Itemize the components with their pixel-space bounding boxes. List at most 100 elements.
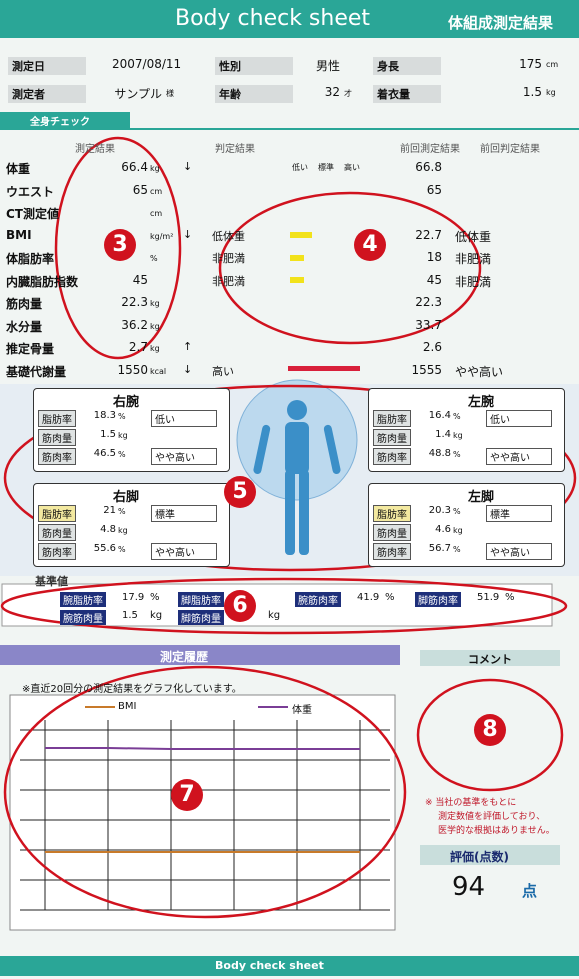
scale-label: 高い (344, 163, 360, 172)
row-value: 45 (132, 272, 148, 287)
reference-unit: kg (150, 610, 163, 621)
row-label: ウエスト (6, 184, 55, 199)
history-line (45, 747, 360, 750)
score-title: 評価(点数) (450, 850, 509, 864)
row-prev: 66.8 (415, 160, 442, 174)
reference-unit: kg (268, 610, 281, 621)
row-prev: 22.3 (415, 295, 442, 309)
row-judge: 高い (212, 364, 234, 378)
row-label: 基礎代謝量 (6, 364, 67, 379)
part-item-judge: やや高い (486, 448, 552, 465)
part-item-unit: % (118, 545, 126, 554)
annotation-badge: 4 (354, 229, 386, 261)
reference-label: 脚脂肪率 (178, 592, 224, 607)
column-header: 前回測定結果 (400, 144, 460, 155)
row-value: 36.2 (121, 317, 148, 332)
row-label: 筋肉量 (6, 297, 43, 311)
reference-unit: % (505, 592, 515, 603)
scale-label: 低い (292, 163, 308, 172)
part-item-value: 56.7 (428, 543, 451, 554)
part-item-value: 46.5 (93, 448, 116, 459)
history-note: ※直近20回分の測定結果をグラフ化しています。 (22, 684, 242, 695)
reference-value: 41.9 (357, 592, 380, 603)
info-value: 1.5 (522, 85, 542, 99)
row-label: 水分量 (6, 319, 43, 334)
part-item-label: 筋肉率 (373, 448, 411, 465)
annotation-badge: 7 (171, 779, 203, 811)
part-item-judge: 低い (486, 410, 552, 427)
info-unit: 様 (166, 89, 174, 98)
part-name: 右脚 (113, 490, 140, 505)
reference-label: 脚筋肉率 (415, 592, 461, 607)
part-item-value: 20.3 (428, 505, 451, 516)
part-item-value: 16.4 (428, 410, 451, 421)
history-title: 測定履歴 (160, 650, 209, 664)
part-item-value: 4.6 (435, 524, 451, 535)
reference-value: 17.9 (122, 592, 145, 603)
column-header: 判定結果 (215, 144, 255, 155)
reference-unit: % (150, 592, 160, 603)
info-label: 着衣量 (373, 85, 441, 103)
footer-bar (0, 956, 579, 976)
row-prev-judge: 低体重 (455, 229, 492, 244)
row-unit: kg (150, 299, 160, 308)
info-unit: 才 (344, 89, 352, 98)
row-arrow: ↓ (183, 362, 193, 376)
row-prev: 33.7 (415, 317, 442, 332)
part-item-label: 筋肉量 (38, 524, 76, 541)
row-value: 1550 (117, 362, 148, 377)
part-item-label: 筋肉量 (373, 429, 411, 446)
info-value: サンプル (114, 87, 162, 101)
info-label: 身長 (373, 57, 441, 75)
part-item-value: 48.8 (428, 448, 451, 459)
gauge (290, 255, 304, 261)
part-name: 左腕 (468, 395, 495, 410)
reference-unit: % (385, 592, 395, 603)
scale-label: 標準 (318, 163, 334, 172)
part-item-judge: 標準 (151, 505, 217, 522)
part-item-judge: 低い (151, 410, 217, 427)
row-value: 66.4 (121, 160, 148, 174)
row-label: 内臓脂肪指数 (6, 274, 79, 289)
part-item-judge: 標準 (486, 505, 552, 522)
part-item-label: 脂肪率 (373, 505, 411, 522)
reference-label: 脚筋肉量 (178, 610, 224, 625)
row-unit: % (150, 254, 158, 263)
reference-value: 1.5 (122, 610, 138, 621)
reference-value: 51.9 (477, 592, 500, 603)
tab-bar (0, 112, 130, 128)
info-unit: kg (546, 88, 556, 97)
info-unit: cm (546, 60, 559, 69)
header-subtitle: 体組成測定結果 (448, 14, 554, 32)
part-item-unit: % (118, 450, 126, 459)
part-item-unit: kg (453, 431, 463, 440)
comment-bar (420, 650, 560, 666)
score-value: 94 (452, 872, 486, 902)
part-item-unit: kg (118, 526, 128, 535)
info-value: 2007/08/11 (112, 57, 182, 71)
row-prev: 1555 (411, 362, 442, 377)
row-judge: 非肥満 (212, 274, 245, 288)
column-header: 前回判定結果 (480, 144, 540, 155)
reference-label: 腕脂肪率 (60, 592, 106, 607)
row-judge: 非肥満 (212, 252, 245, 265)
info-label: 測定日 (8, 57, 86, 75)
body-figure (253, 400, 341, 555)
part-item-label: 脂肪率 (38, 410, 76, 427)
row-arrow: ↓ (183, 160, 193, 173)
info-value: 男性 (315, 59, 340, 73)
row-label: 体脂肪率 (6, 252, 55, 266)
part-item-unit: kg (453, 526, 463, 535)
row-unit: kg (150, 321, 160, 331)
column-header: 測定結果 (75, 144, 115, 155)
annotation-badge: 8 (474, 714, 506, 746)
part-name: 右腕 (113, 395, 140, 410)
part-item-label: 筋肉率 (38, 448, 76, 465)
header-bar (0, 0, 579, 38)
part-item-label: 筋肉率 (373, 543, 411, 560)
row-prev: 45 (426, 272, 442, 287)
row-unit: kg (150, 344, 160, 353)
row-prev-judge: 非肥満 (455, 252, 492, 266)
info-label: 性別 (215, 57, 293, 75)
